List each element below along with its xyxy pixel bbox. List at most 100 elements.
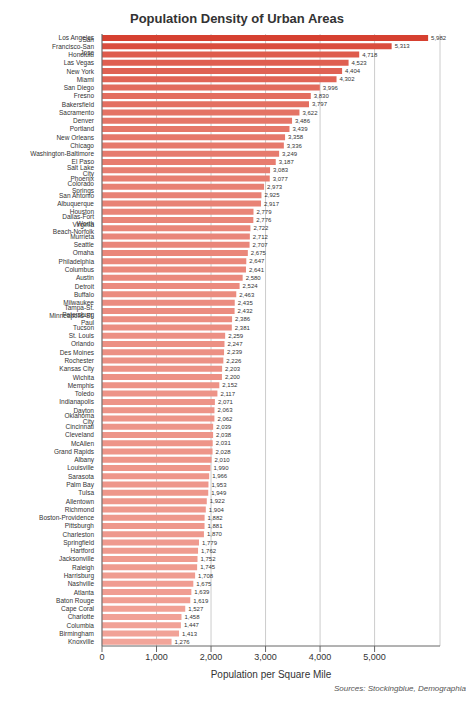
svg-text:2,062: 2,062 [217,416,233,422]
svg-text:Nashville: Nashville [68,580,95,587]
svg-text:Cincinnati: Cincinnati [65,423,94,430]
svg-text:1,447: 1,447 [184,622,200,628]
svg-text:2,707: 2,707 [253,242,269,248]
svg-text:San Antonio: San Antonio [59,192,94,199]
svg-text:2,779: 2,779 [257,209,273,215]
svg-text:Detroit: Detroit [75,283,94,290]
svg-text:Cleveland: Cleveland [65,431,94,438]
svg-text:Knoxville: Knoxville [68,638,94,645]
svg-text:3,000: 3,000 [254,652,277,662]
svg-text:Seattle: Seattle [74,241,95,248]
svg-text:Wichita: Wichita [73,374,95,381]
svg-text:Omaha: Omaha [73,249,95,256]
svg-text:Columbus: Columbus [65,266,95,273]
svg-text:Washington-Baltimore: Washington-Baltimore [30,150,94,158]
svg-text:Tulsa: Tulsa [78,489,94,496]
svg-text:1,745: 1,745 [200,564,216,570]
svg-text:Memphis: Memphis [68,382,95,390]
svg-text:2,063: 2,063 [217,407,233,413]
svg-text:1,966: 1,966 [212,473,228,479]
svg-text:2,776: 2,776 [256,217,272,223]
svg-text:Richmond: Richmond [65,506,95,513]
svg-text:2,432: 2,432 [238,308,254,314]
svg-text:1,413: 1,413 [182,631,198,637]
svg-text:Buffalo: Buffalo [74,291,95,298]
svg-text:Springfield: Springfield [63,539,94,547]
svg-text:Las Vegas: Las Vegas [64,59,95,67]
svg-text:Toledo: Toledo [75,390,95,397]
svg-text:Cape Coral: Cape Coral [61,605,94,613]
svg-text:4,718: 4,718 [362,52,378,58]
svg-text:1,904: 1,904 [209,507,225,513]
svg-text:1,953: 1,953 [211,482,227,488]
svg-text:Albuquerque: Albuquerque [57,200,94,208]
svg-text:1,675: 1,675 [196,581,212,587]
svg-text:3,249: 3,249 [282,151,298,157]
svg-text:2,038: 2,038 [216,432,232,438]
svg-text:Birmingham: Birmingham [59,630,94,638]
svg-text:2,071: 2,071 [218,399,234,405]
svg-text:Indianapolis: Indianapolis [59,398,94,406]
svg-text:2,917: 2,917 [264,201,280,207]
svg-text:Rochester: Rochester [64,357,94,364]
svg-text:3,077: 3,077 [273,176,289,182]
svg-text:New Orleans: New Orleans [56,134,94,141]
svg-text:2,203: 2,203 [225,366,241,372]
svg-text:1,752: 1,752 [201,556,217,562]
svg-text:3,486: 3,486 [295,118,311,124]
svg-text:2,200: 2,200 [225,374,241,380]
svg-text:Portland: Portland [70,125,95,132]
svg-text:Miami: Miami [77,76,94,83]
svg-text:4,404: 4,404 [345,68,361,74]
svg-text:Louisville: Louisville [67,464,94,471]
svg-text:3,797: 3,797 [312,101,328,107]
svg-text:1,949: 1,949 [211,490,227,496]
svg-text:Grand Rapids: Grand Rapids [54,448,95,456]
svg-text:Los Angeles: Los Angeles [59,34,95,42]
svg-text:Honolulu: Honolulu [68,51,94,58]
svg-text:Baton Rouge: Baton Rouge [56,597,94,605]
svg-text:2,028: 2,028 [216,449,232,455]
svg-text:1,762: 1,762 [201,548,217,554]
svg-text:Palm Bay: Palm Bay [66,481,95,489]
svg-text:Denver: Denver [73,117,95,124]
svg-text:Murrieta: Murrieta [70,233,94,240]
svg-text:3,830: 3,830 [314,93,330,99]
svg-text:3,996: 3,996 [323,85,339,91]
svg-text:1,619: 1,619 [193,598,209,604]
svg-text:2,580: 2,580 [246,275,262,281]
svg-text:1,779: 1,779 [202,540,218,546]
svg-text:McAllen: McAllen [71,440,95,447]
svg-text:2,239: 2,239 [227,349,243,355]
svg-text:2,152: 2,152 [222,382,238,388]
svg-text:4,000: 4,000 [309,652,332,662]
svg-text:2,641: 2,641 [249,267,265,273]
svg-text:Kansas City: Kansas City [59,365,94,373]
svg-text:1,870: 1,870 [207,531,223,537]
svg-text:New York: New York [67,68,95,75]
svg-text:2,000: 2,000 [200,652,223,662]
svg-text:Hartford: Hartford [71,547,95,554]
svg-text:2,647: 2,647 [249,258,265,264]
svg-text:1,990: 1,990 [213,465,229,471]
svg-text:5,982: 5,982 [431,35,447,41]
svg-text:2,226: 2,226 [226,358,242,364]
svg-text:4,302: 4,302 [340,76,356,82]
svg-text:2,117: 2,117 [220,391,235,397]
svg-text:5,000: 5,000 [363,652,386,662]
svg-text:Austin: Austin [76,274,94,281]
svg-text:2,259: 2,259 [228,333,244,339]
svg-text:Tucson: Tucson [73,324,94,331]
svg-text:2,039: 2,039 [216,424,232,430]
svg-text:2,524: 2,524 [243,283,259,289]
svg-text:Columbia: Columbia [67,622,95,629]
svg-text:2,010: 2,010 [215,457,231,463]
svg-text:3,336: 3,336 [287,143,303,149]
svg-text:4,523: 4,523 [352,60,368,66]
svg-text:2,247: 2,247 [227,341,243,347]
svg-text:1,639: 1,639 [194,589,210,595]
svg-text:1,882: 1,882 [208,515,224,521]
svg-text:St. Louis: St. Louis [69,332,95,339]
svg-text:Bakersfield: Bakersfield [62,101,95,108]
svg-text:Chicago: Chicago [70,142,94,150]
